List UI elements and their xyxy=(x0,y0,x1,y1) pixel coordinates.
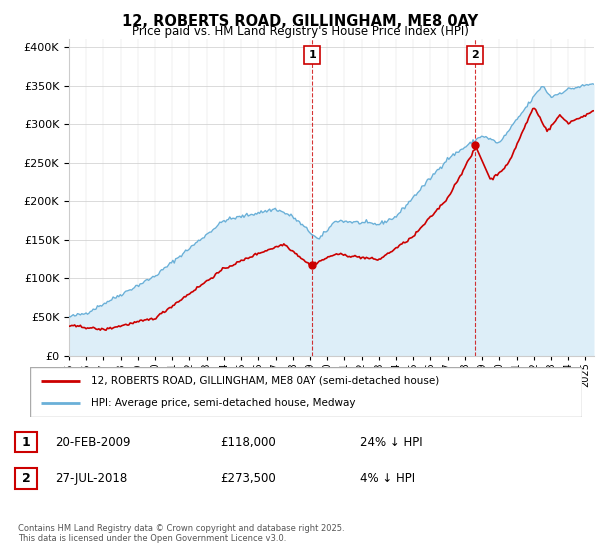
Text: Contains HM Land Registry data © Crown copyright and database right 2025.
This d: Contains HM Land Registry data © Crown c… xyxy=(18,524,344,543)
Text: 2: 2 xyxy=(471,50,479,59)
Text: £118,000: £118,000 xyxy=(220,436,276,449)
Text: 12, ROBERTS ROAD, GILLINGHAM, ME8 0AY: 12, ROBERTS ROAD, GILLINGHAM, ME8 0AY xyxy=(122,14,478,29)
Text: 4% ↓ HPI: 4% ↓ HPI xyxy=(360,472,415,485)
FancyBboxPatch shape xyxy=(30,367,582,417)
Text: 12, ROBERTS ROAD, GILLINGHAM, ME8 0AY (semi-detached house): 12, ROBERTS ROAD, GILLINGHAM, ME8 0AY (s… xyxy=(91,376,439,386)
Text: 1: 1 xyxy=(308,50,316,59)
Text: 27-JUL-2018: 27-JUL-2018 xyxy=(55,472,127,485)
Text: 24% ↓ HPI: 24% ↓ HPI xyxy=(360,436,422,449)
Text: Price paid vs. HM Land Registry's House Price Index (HPI): Price paid vs. HM Land Registry's House … xyxy=(131,25,469,38)
Text: HPI: Average price, semi-detached house, Medway: HPI: Average price, semi-detached house,… xyxy=(91,398,355,408)
FancyBboxPatch shape xyxy=(15,432,37,452)
Text: £273,500: £273,500 xyxy=(220,472,276,485)
Text: 20-FEB-2009: 20-FEB-2009 xyxy=(55,436,131,449)
Text: 2: 2 xyxy=(22,472,31,485)
Text: 1: 1 xyxy=(22,436,31,449)
FancyBboxPatch shape xyxy=(15,468,37,488)
